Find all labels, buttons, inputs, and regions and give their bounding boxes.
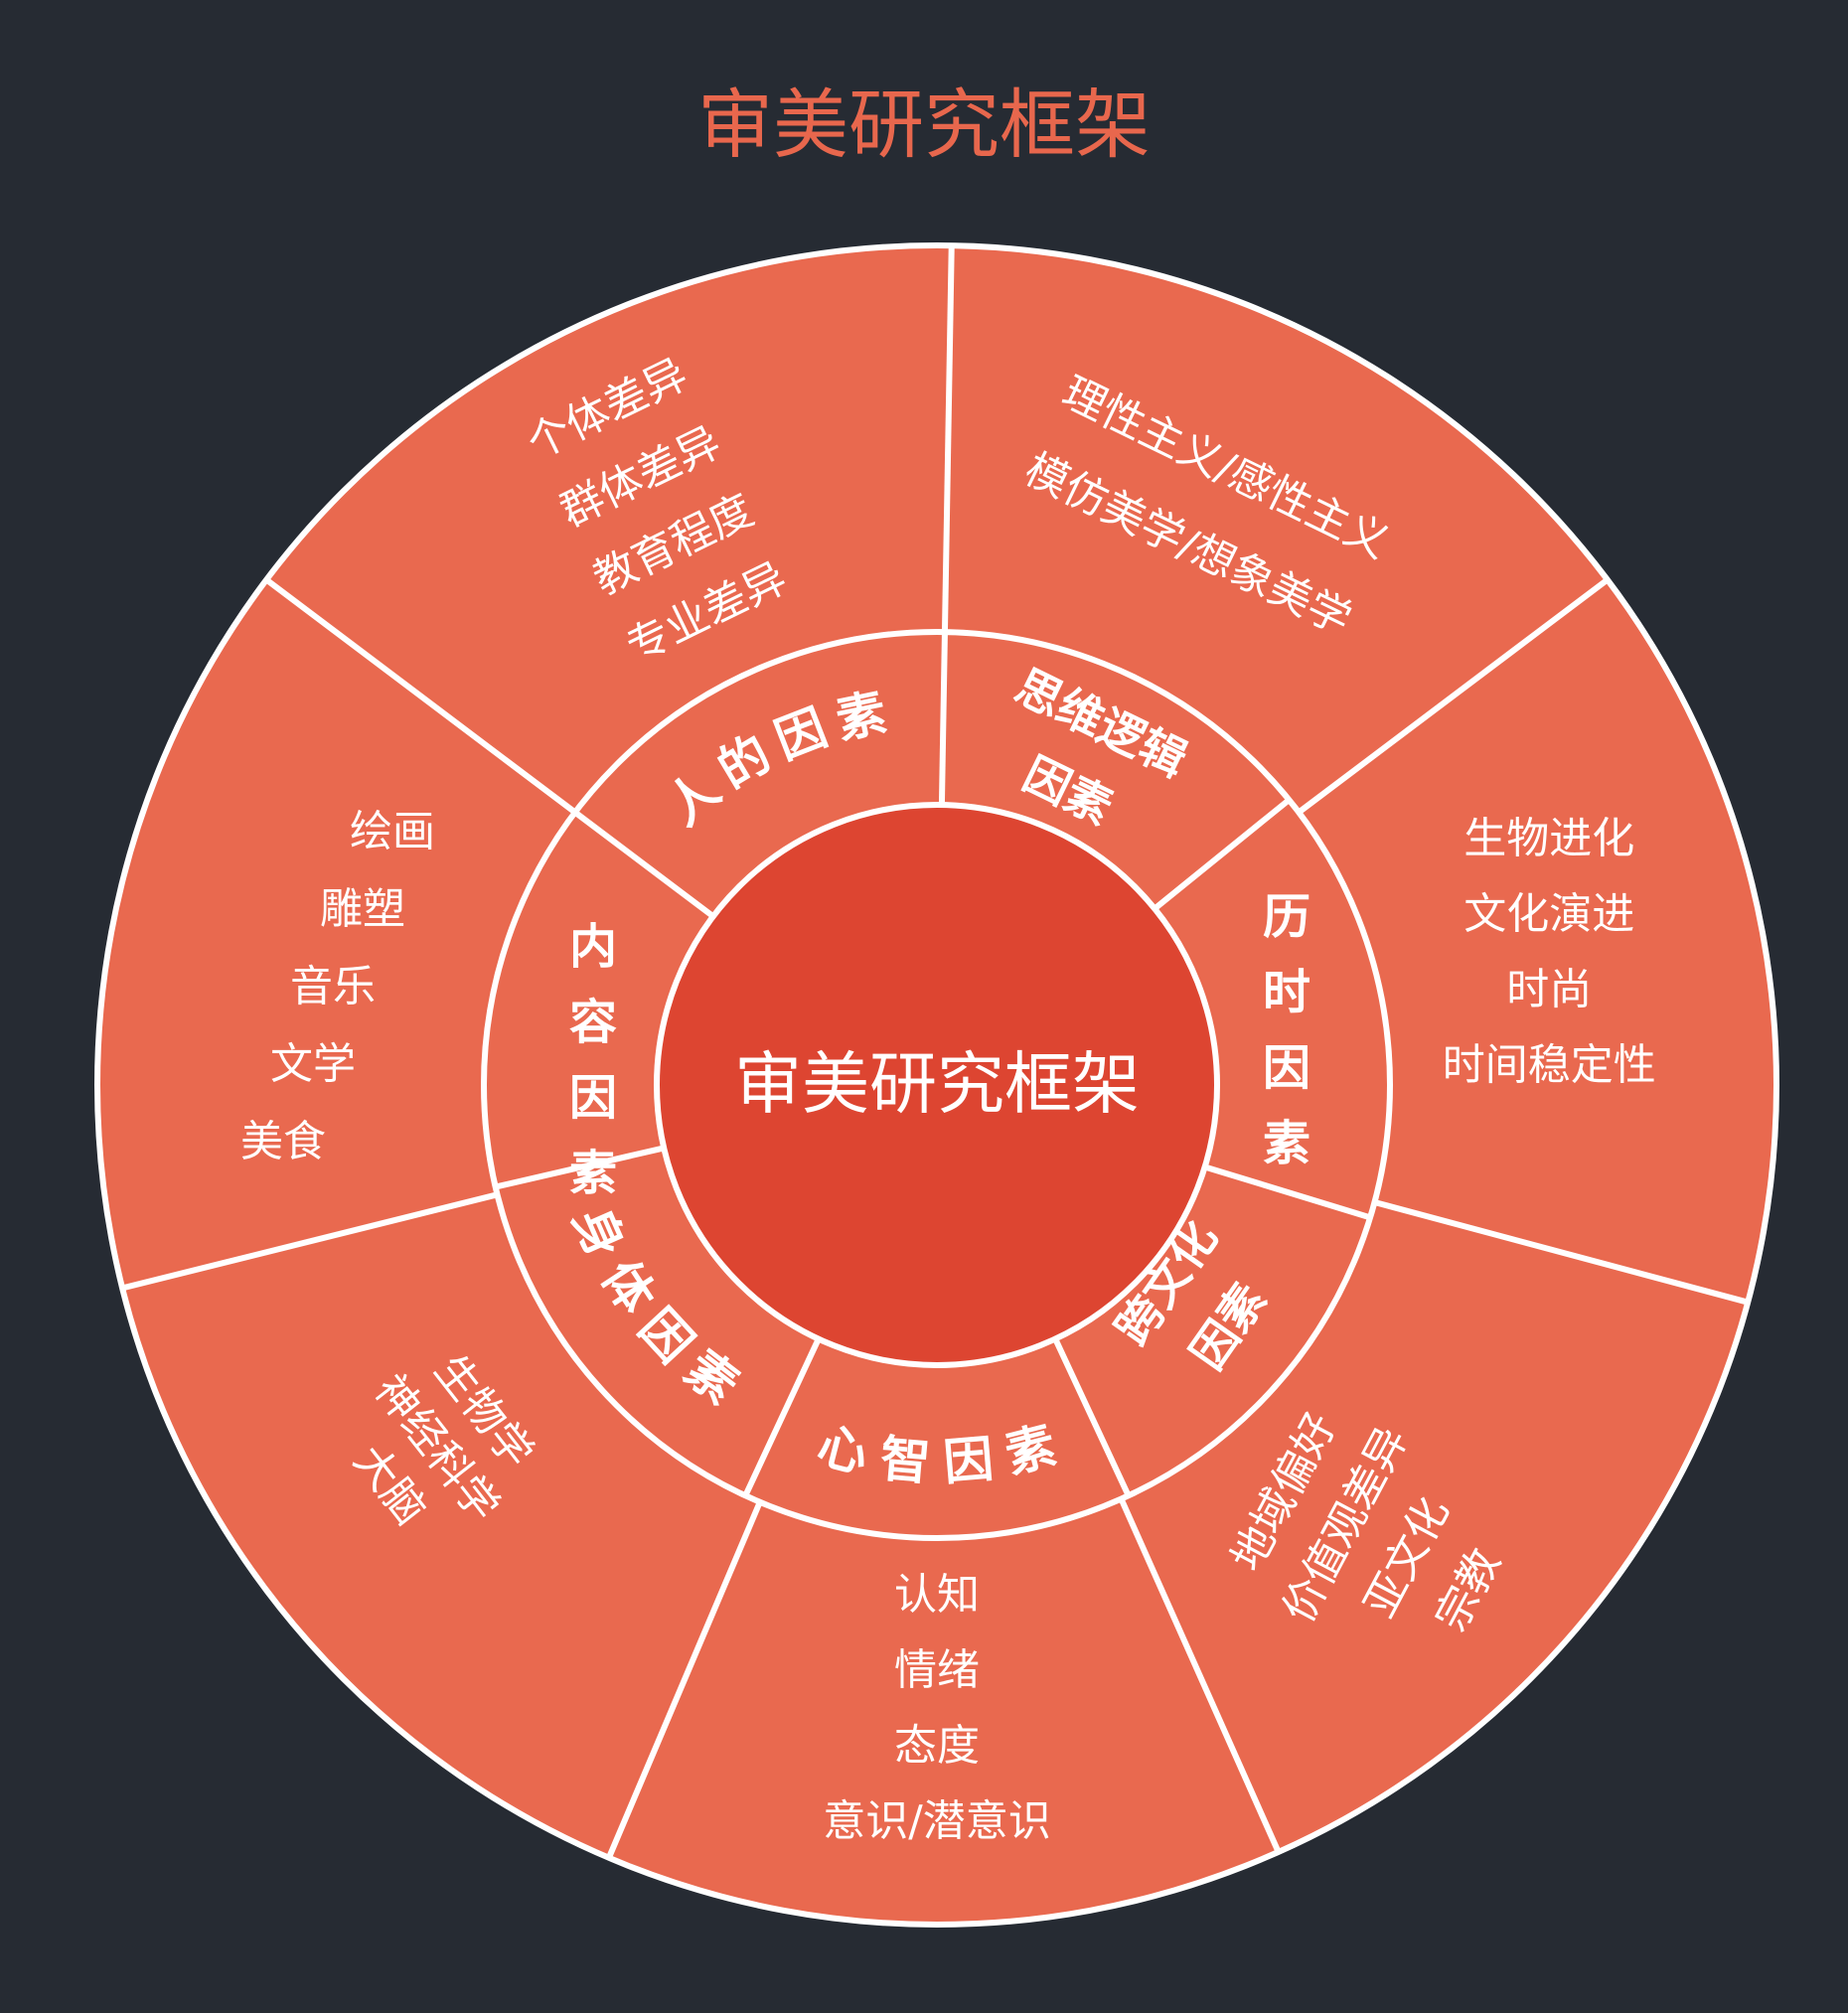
category-label-diachronic: 历时因素 bbox=[0, 0, 4, 1]
outer-divider-line bbox=[1373, 1199, 1749, 1306]
item-label: 态度 bbox=[894, 1722, 980, 1772]
item-label: 情绪 bbox=[894, 1646, 980, 1696]
category-char: 素 bbox=[1263, 1116, 1310, 1171]
item-label: 文学 bbox=[270, 1040, 356, 1090]
category-char: 因 bbox=[569, 1070, 617, 1126]
inner-divider-line bbox=[1153, 797, 1292, 911]
category-char: 内 bbox=[569, 919, 617, 975]
inner-divider-line bbox=[742, 1337, 822, 1497]
category-char: 智 bbox=[878, 1430, 933, 1491]
inner-ring-dividers bbox=[495, 632, 1371, 1497]
outer-ring-dividers bbox=[121, 245, 1749, 1859]
item-label: 意识/潜意识 bbox=[823, 1797, 1051, 1847]
center-circle bbox=[654, 802, 1220, 1368]
item-label: 美食 bbox=[240, 1118, 326, 1167]
outer-divider-line bbox=[1118, 1497, 1282, 1854]
category-text-crosscultural: 跨文化因素 bbox=[0, 0, 5, 1]
category-label-human: 人的因素 bbox=[0, 0, 4, 1]
center-label: 审美研究框架 bbox=[734, 1046, 1140, 1125]
item-label: 认知 bbox=[894, 1571, 980, 1621]
category-char: 时 bbox=[1263, 965, 1310, 1020]
item-label: 雕塑 bbox=[320, 885, 405, 935]
category-text-logic: 思维逻辑因素 bbox=[0, 0, 6, 1]
item-label: 文化演进 bbox=[1463, 890, 1634, 940]
category-char: 历 bbox=[1263, 889, 1310, 945]
category-char: 因 bbox=[1263, 1040, 1310, 1096]
category-label-body: 身体因素 bbox=[0, 0, 4, 1]
inner-divider-line bbox=[1203, 1163, 1371, 1221]
item-label: 音乐 bbox=[290, 963, 376, 1012]
inner-divider-line bbox=[938, 632, 948, 806]
category-char: 素 bbox=[569, 1146, 617, 1201]
page-title: 审美研究框架 bbox=[697, 80, 1151, 169]
category-label-content: 内容因素 bbox=[0, 0, 4, 1]
category-char: 素 bbox=[832, 684, 892, 750]
inner-divider-line bbox=[495, 1145, 665, 1190]
item-label: 时尚 bbox=[1506, 966, 1592, 1015]
item-label: 时间稳定性 bbox=[1443, 1041, 1656, 1091]
inner-divider-line bbox=[573, 810, 715, 919]
category-char: 容 bbox=[569, 995, 617, 1050]
outer-divider-line bbox=[264, 577, 577, 815]
item-label: 生物进化 bbox=[1463, 815, 1634, 864]
center-hub: 审美研究框架 bbox=[654, 802, 1220, 1368]
outer-divider-line bbox=[941, 245, 955, 633]
outer-divider-line bbox=[121, 1191, 499, 1292]
inner-divider-line bbox=[1052, 1337, 1132, 1497]
category-char: 因 bbox=[941, 1430, 996, 1491]
category-label-mind: 心智因素 bbox=[0, 0, 4, 1]
outer-divider-line bbox=[606, 1500, 763, 1859]
item-label: 绘画 bbox=[350, 808, 435, 857]
outer-divider-line bbox=[1297, 577, 1610, 815]
